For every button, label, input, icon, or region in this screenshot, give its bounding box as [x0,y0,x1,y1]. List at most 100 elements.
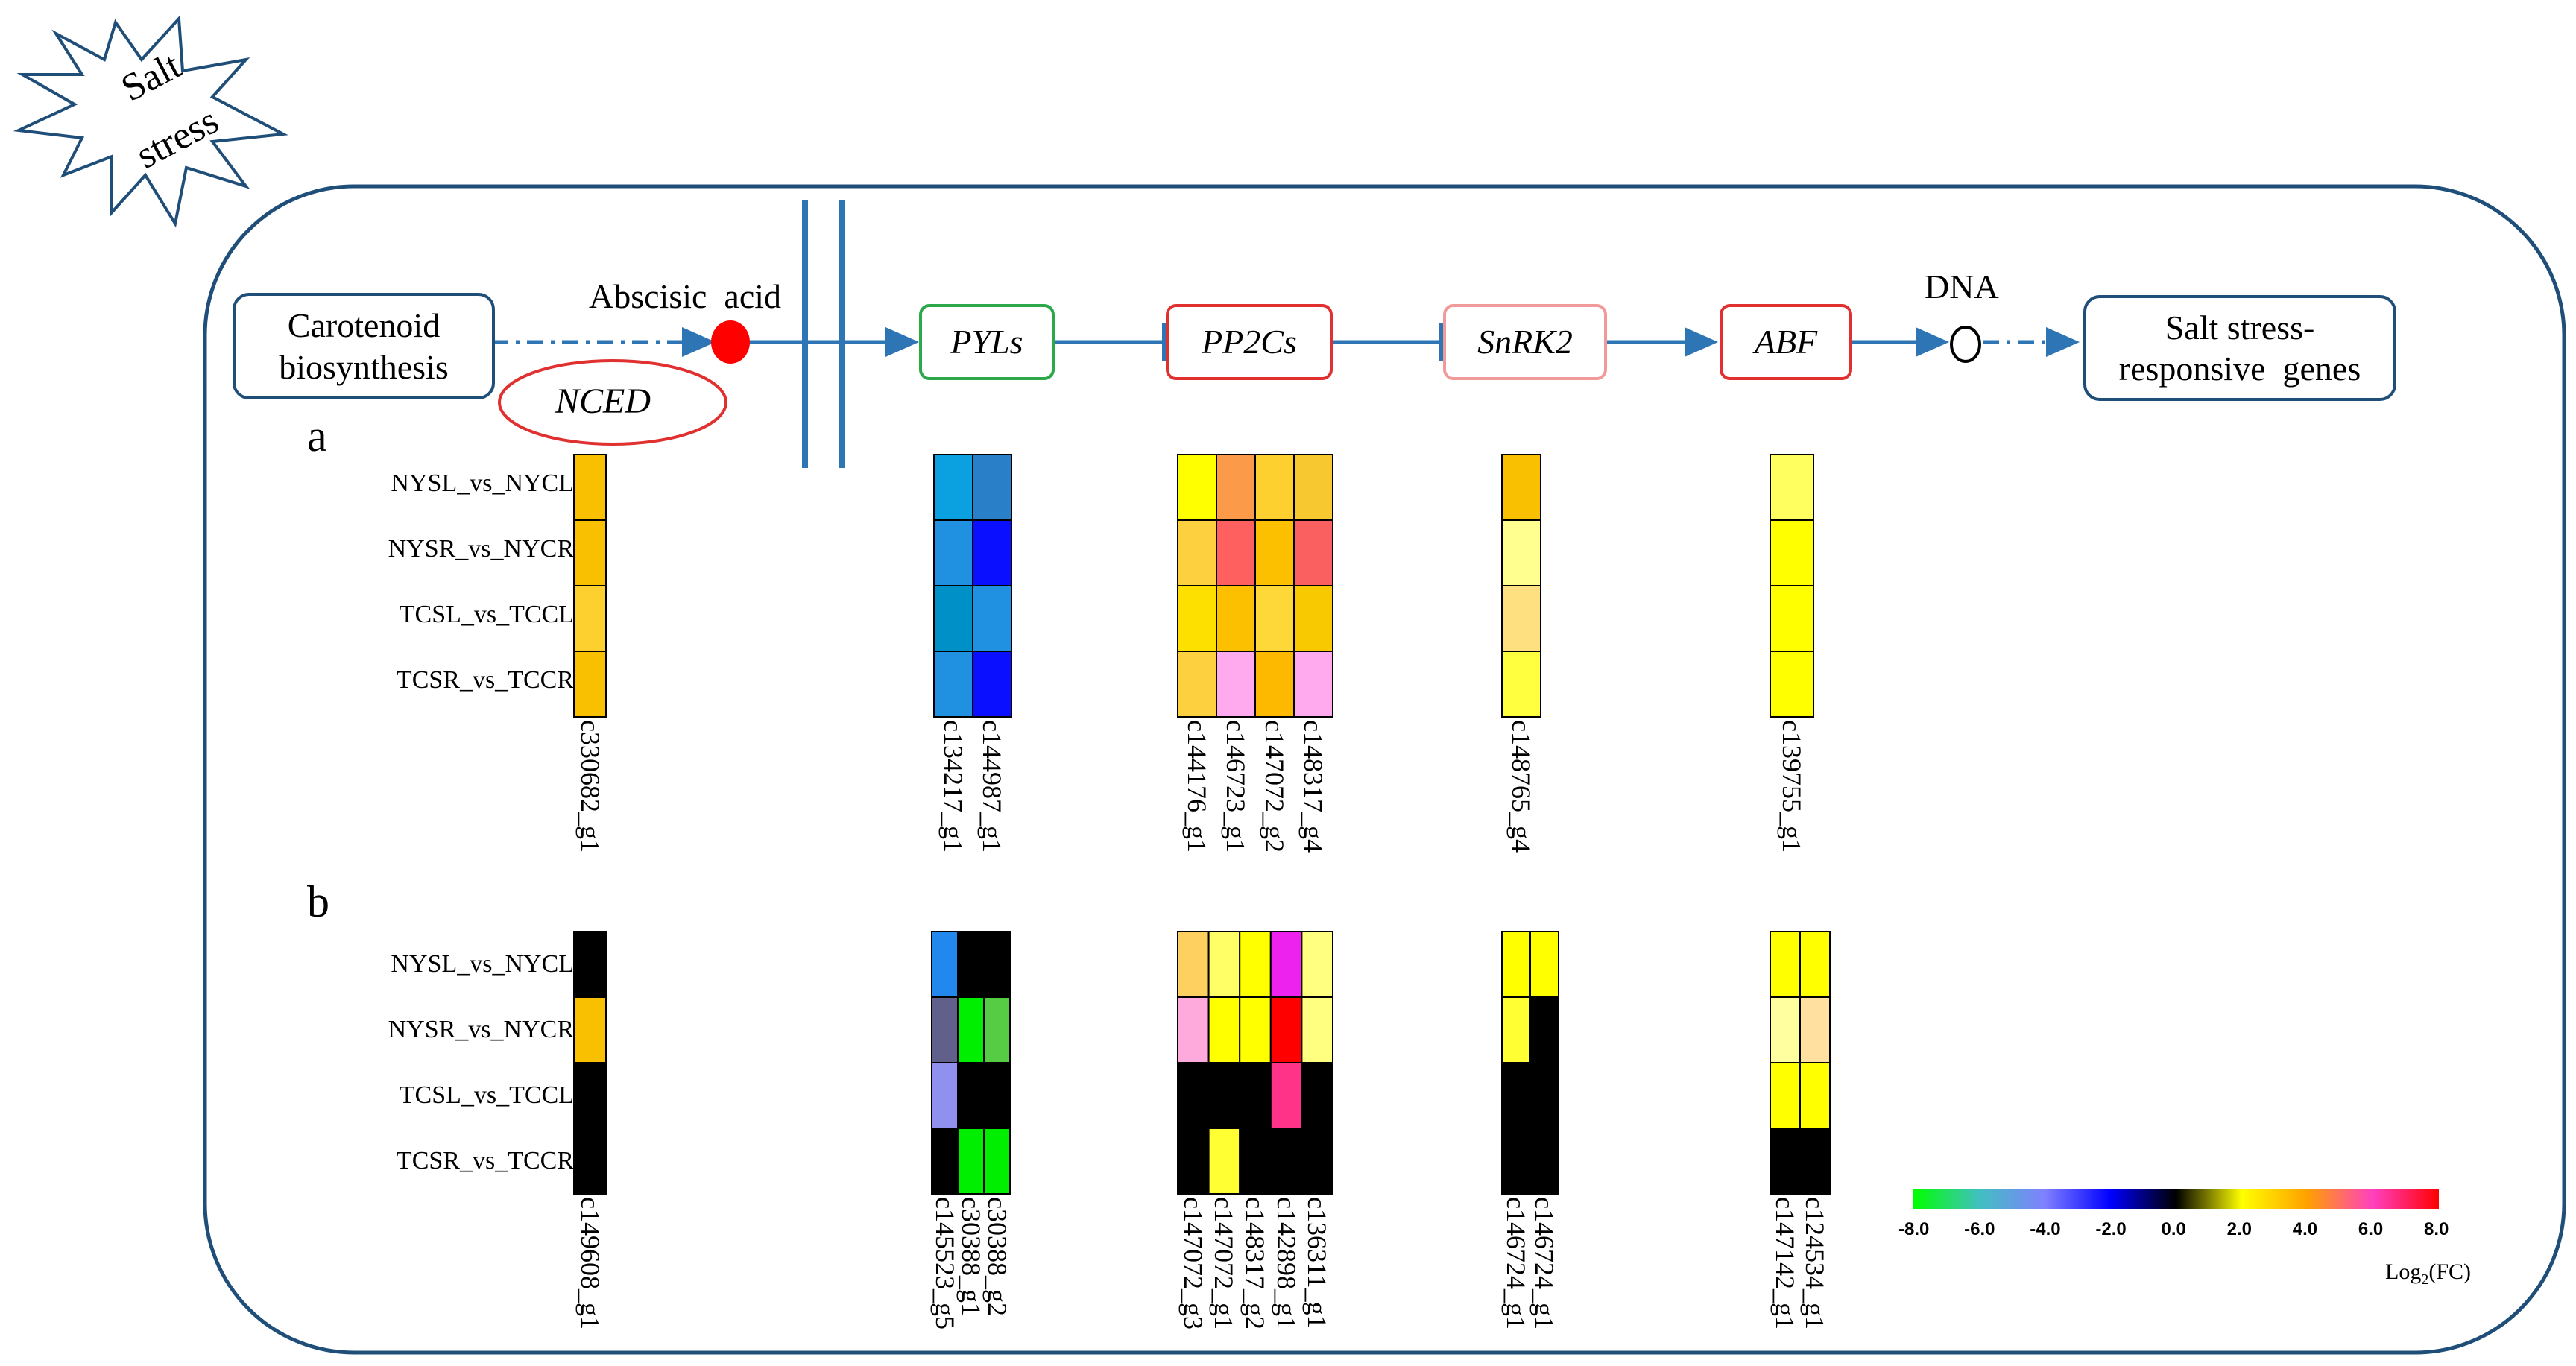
responsive-genes-box: Salt stress- responsive genes [2083,295,2396,401]
row-label-b-3: TCSL_vs_TCCL [399,1081,574,1109]
row-label-b-4: TCSR_vs_TCCR [396,1147,574,1174]
b-cell-g3-r3-c5 [1301,1062,1334,1129]
b-cell-g2-r4-c3 [983,1128,1011,1195]
a-cell-g2-r1-c1 [933,454,973,521]
b-cell-g3-r4-c1 [1177,1128,1210,1195]
b-gene-label-g3-2: c147072_g1 [1209,1197,1240,1329]
a-cell-g3-r3-c3 [1254,585,1295,652]
colorbar-title-sub: 2 [2421,1271,2429,1288]
responsive-line1: Salt stress- [2165,308,2315,347]
a-gene-label-g3-2: c146723_g1 [1221,720,1251,853]
b-cell-g4-r4-c1 [1501,1128,1531,1195]
b-cell-g5-r3-c1 [1770,1062,1801,1129]
a-gene-label-g4-1: c148765_g4 [1506,720,1536,853]
a-cell-g3-r3-c2 [1216,585,1256,652]
b-gene-label-g4-1: c146724_g1 [1501,1197,1531,1329]
a-cell-g1-r3-c1 [573,585,607,652]
b-cell-g4-r2-c1 [1501,996,1531,1063]
colorbar-title: Log2(FC) [2385,1259,2472,1288]
a-cell-g3-r1-c2 [1216,454,1256,521]
b-cell-g3-r4-c4 [1269,1128,1303,1195]
b-cell-g3-r1-c4 [1269,931,1303,998]
b-gene-label-g2-1: c145523_g5 [929,1197,960,1329]
a-cell-g3-r4-c3 [1254,651,1295,718]
colorbar-tick-3: -4.0 [2030,1219,2061,1239]
colorbar-title-tail: (FC) [2428,1259,2472,1284]
a-cell-g3-r1-c3 [1254,454,1295,521]
a-cell-g3-r4-c1 [1177,651,1217,718]
b-cell-g2-r3-c3 [983,1062,1011,1129]
b-gene-label-g5-2: c124534_g1 [1800,1197,1830,1329]
b-cell-g2-r4-c1 [931,1128,959,1195]
b-cell-g2-r3-c1 [931,1062,959,1129]
nced-label: NCED [555,382,651,421]
a-gene-label-g5-1: c139755_g1 [1777,720,1807,853]
a-cell-g3-r1-c4 [1293,454,1333,521]
colorbar-tick-9: 8.0 [2424,1219,2449,1239]
a-cell-g2-r2-c2 [972,519,1012,586]
a-gene-label-g2-2: c144987_g1 [977,720,1007,853]
a-cell-g3-r2-c4 [1293,519,1333,586]
carotenoid-box: Carotenoid biosynthesis [233,293,495,399]
colorbar-tick-2: -6.0 [1964,1219,1995,1239]
a-cell-g1-r4-c1 [573,651,607,718]
a-cell-g4-r4-c1 [1501,651,1541,718]
snrk2-label: SnRK2 [1477,323,1573,361]
carotenoid-line1: Carotenoid [287,306,441,345]
a-cell-g5-r4-c1 [1770,651,1814,718]
abf-box: ABF [1720,304,1852,380]
a-cell-g2-r1-c2 [972,454,1012,521]
responsive-line2: responsive genes [2118,350,2361,388]
b-cell-g3-r4-c3 [1239,1128,1272,1195]
a-cell-g3-r3-c1 [1177,585,1217,652]
pyls-label: PYLs [950,323,1023,361]
a-cell-g1-r1-c1 [573,454,607,521]
b-cell-g3-r2-c5 [1301,996,1334,1063]
pp2cs-box: PP2Cs [1166,304,1333,380]
b-gene-label-g2-2: c30388_g1 [956,1197,986,1316]
a-cell-g3-r4-c4 [1293,651,1333,718]
a-cell-g2-r4-c2 [972,651,1012,718]
b-cell-g3-r4-c2 [1208,1128,1241,1195]
pyls-box: PYLs [919,304,1055,380]
b-gene-label-g1-1: c149608_g1 [575,1197,605,1329]
a-cell-g4-r2-c1 [1501,519,1541,586]
row-label-a-2: NYSR_vs_NYCR [388,535,574,563]
heatmaps [573,454,1831,1195]
dna-circle [1950,326,1981,363]
b-cell-g2-r1-c2 [957,931,985,998]
salt-stress-burst [13,15,288,228]
colorbar-tick-5: 0.0 [2161,1219,2186,1239]
a-cell-g4-r3-c1 [1501,585,1541,652]
b-cell-g3-r3-c3 [1239,1062,1272,1129]
panel-b-letter: b [307,877,329,926]
colorbar-tick-8: 6.0 [2358,1219,2384,1239]
b-cell-g2-r4-c2 [957,1128,985,1195]
b-cell-g4-r3-c2 [1530,1062,1559,1129]
b-cell-g1-r4-c1 [573,1128,607,1195]
b-cell-g2-r2-c3 [983,996,1011,1063]
b-cell-g5-r3-c2 [1799,1062,1831,1129]
b-cell-g1-r2-c1 [573,996,607,1063]
b-cell-g3-r1-c1 [1177,931,1210,998]
carotenoid-line2: biosynthesis [279,347,449,386]
a-cell-g5-r1-c1 [1770,454,1814,521]
b-cell-g2-r3-c2 [957,1062,985,1129]
abscisic-acid-dot [711,320,750,364]
colorbar-tick-1: -8.0 [1898,1219,1930,1239]
b-cell-g3-r1-c3 [1239,931,1272,998]
b-cell-g5-r2-c2 [1799,996,1831,1063]
cell-boundary [203,184,2566,1355]
a-gene-label-g3-1: c144176_g1 [1182,720,1212,853]
b-cell-g2-r2-c2 [957,996,985,1063]
a-cell-g5-r2-c1 [1770,519,1814,586]
pp2cs-label: PP2Cs [1202,323,1297,361]
a-gene-label-g3-3: c147072_g2 [1260,720,1289,853]
a-gene-label-g1-1: c330682_g1 [575,720,605,853]
b-cell-g4-r4-c2 [1530,1128,1559,1195]
a-cell-g3-r1-c1 [1177,454,1217,521]
b-cell-g3-r3-c4 [1269,1062,1303,1129]
b-gene-label-g3-4: c142898_g1 [1271,1197,1301,1329]
row-label-a-3: TCSL_vs_TCCL [399,601,574,628]
